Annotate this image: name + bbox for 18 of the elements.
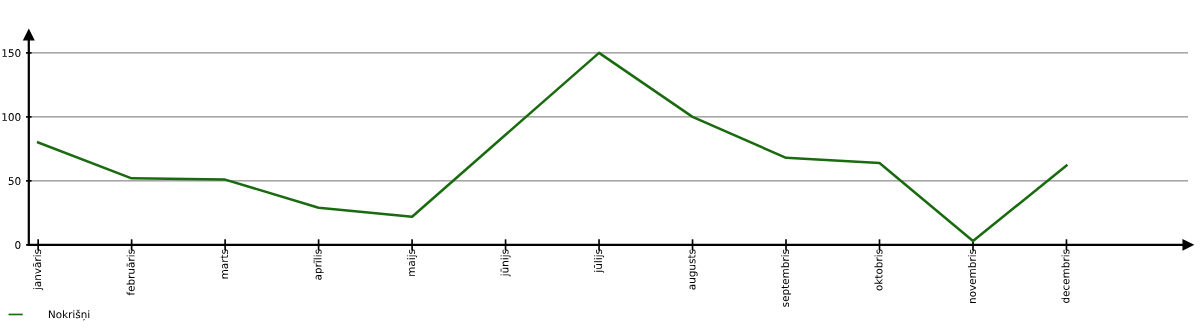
x-tick-label: jūlijs [594,249,605,273]
line-series [36,51,1068,243]
x-tick-label: marts [220,249,229,279]
y-tick-label: 50 [8,177,21,185]
x-tick-label: novembris [967,249,977,303]
x-tick-label: maijs [407,249,418,276]
x-tick-label: janvāris [33,249,44,291]
x-tick-label: februāris [126,249,135,296]
y-tick-label: 100 [2,113,21,121]
text: Nokrišņi [48,309,90,321]
x-tick-label: septembris [780,249,792,307]
y-tick-label: 0 [15,241,21,249]
x-tick-label: augusts [688,249,698,290]
x-tick-label: aprīlis [313,249,324,280]
x-tick-label: jūnijs [500,249,511,277]
y-tick-label: 150 [2,49,21,57]
x-tick-label: decembris [1061,249,1070,303]
x-tick-label: oktobris [874,249,883,291]
